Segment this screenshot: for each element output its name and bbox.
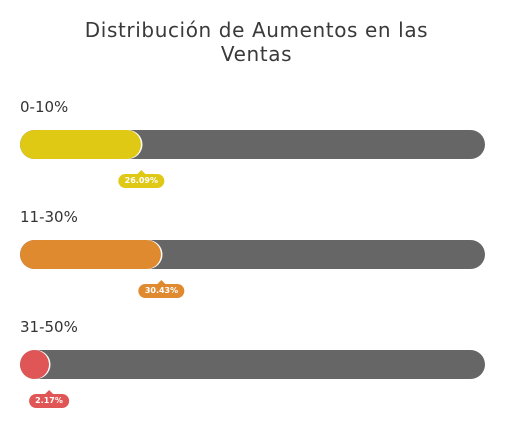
- bar: [20, 240, 162, 269]
- bar-track: [20, 240, 485, 269]
- category-label: 0-10%: [20, 98, 69, 116]
- category-label: 31-50%: [20, 318, 78, 336]
- bar: [20, 350, 49, 379]
- bar: [20, 130, 142, 159]
- data-label: 2.17%: [29, 390, 69, 408]
- data-label: 26.09%: [118, 170, 164, 188]
- bar-track: [20, 130, 485, 159]
- category-label: 11-30%: [20, 208, 78, 226]
- bar-track: [20, 350, 485, 379]
- chart-title-line-1: Distribución de Aumentos en las: [84, 18, 429, 42]
- chart-title: Distribución de Aumentos en las Ventas: [0, 18, 513, 66]
- data-label: 30.43%: [138, 280, 185, 298]
- chart-title-line-2: Ventas: [220, 42, 293, 66]
